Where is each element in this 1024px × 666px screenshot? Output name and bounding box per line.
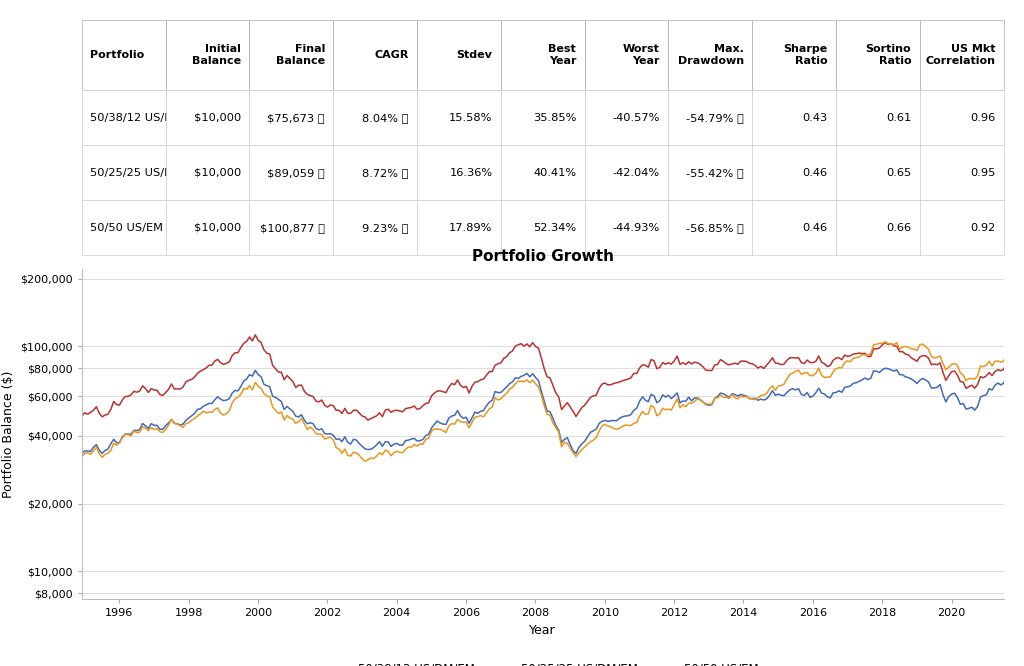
50/38/12 US/DM/EM [867, 367, 880, 375]
50/50 US/EM [879, 338, 891, 346]
50/25/25 US/DM/EM [361, 416, 374, 424]
50/50 US/EM [212, 404, 224, 412]
50/25/25 US/DM/EM [780, 356, 793, 364]
50/38/12 US/DM/EM [706, 401, 718, 409]
50/50 US/EM [778, 380, 791, 388]
50/50 US/EM [327, 436, 339, 444]
Line: 50/38/12 US/DM/EM: 50/38/12 US/DM/EM [82, 368, 1015, 454]
50/25/25 US/DM/EM [957, 378, 970, 386]
50/50 US/EM [870, 340, 883, 348]
50/25/25 US/DM/EM [249, 331, 261, 339]
50/50 US/EM [957, 371, 970, 379]
X-axis label: Year: Year [529, 624, 556, 637]
Legend: 50/38/12 US/DM/EM, 50/25/25 US/DM/EM, 50/50 US/EM: 50/38/12 US/DM/EM, 50/25/25 US/DM/EM, 50… [322, 658, 764, 666]
50/50 US/EM [709, 394, 721, 402]
Line: 50/25/25 US/DM/EM: 50/25/25 US/DM/EM [82, 335, 1015, 420]
50/38/12 US/DM/EM [775, 391, 787, 399]
50/38/12 US/DM/EM [327, 432, 339, 440]
50/50 US/EM [359, 458, 372, 466]
Y-axis label: Portfolio Balance ($): Portfolio Balance ($) [2, 371, 14, 498]
50/25/25 US/DM/EM [76, 412, 88, 420]
50/25/25 US/DM/EM [873, 344, 886, 352]
50/38/12 US/DM/EM [1009, 370, 1021, 378]
50/25/25 US/DM/EM [330, 406, 342, 414]
50/50 US/EM [1009, 342, 1021, 350]
Line: 50/50 US/EM: 50/50 US/EM [82, 342, 1015, 462]
50/38/12 US/DM/EM [76, 450, 88, 458]
50/25/25 US/DM/EM [1009, 354, 1021, 362]
50/38/12 US/DM/EM [879, 364, 891, 372]
50/38/12 US/DM/EM [954, 400, 967, 408]
50/25/25 US/DM/EM [712, 360, 724, 368]
Title: Portfolio Growth: Portfolio Growth [472, 249, 613, 264]
50/50 US/EM [76, 453, 88, 461]
50/25/25 US/DM/EM [212, 356, 224, 364]
50/38/12 US/DM/EM [212, 393, 224, 401]
